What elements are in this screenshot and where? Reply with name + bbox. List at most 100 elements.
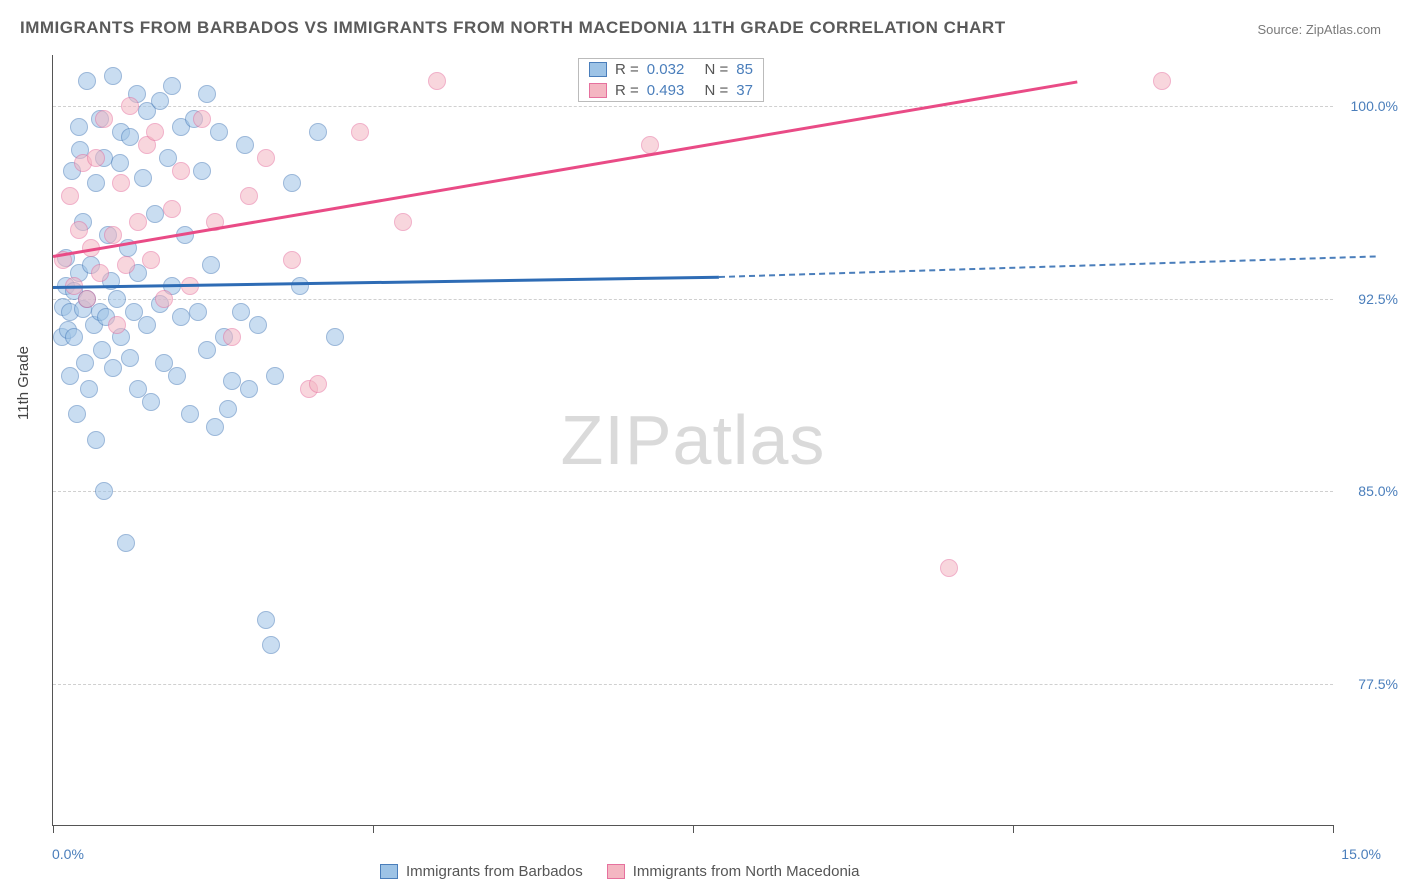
x-tick	[1333, 825, 1334, 833]
data-point-barbados	[163, 77, 181, 95]
x-tick	[1013, 825, 1014, 833]
x-tick	[693, 825, 694, 833]
data-point-north_macedonia	[91, 264, 109, 282]
r-value-macedonia: 0.493	[647, 82, 685, 99]
data-point-barbados	[257, 611, 275, 629]
data-point-barbados	[117, 534, 135, 552]
data-point-barbados	[168, 367, 186, 385]
data-point-barbados	[236, 136, 254, 154]
data-point-barbados	[266, 367, 284, 385]
corr-row-macedonia: R = 0.493 N = 37	[579, 80, 763, 101]
legend-swatch-barbados	[380, 864, 398, 879]
swatch-macedonia	[589, 83, 607, 98]
data-point-north_macedonia	[351, 123, 369, 141]
data-point-barbados	[134, 169, 152, 187]
data-point-barbados	[249, 316, 267, 334]
n-label: N =	[704, 82, 728, 99]
watermark-bold: ZIP	[561, 401, 673, 479]
data-point-barbados	[232, 303, 250, 321]
corr-row-barbados: R = 0.032 N = 85	[579, 59, 763, 80]
data-point-north_macedonia	[87, 149, 105, 167]
data-point-barbados	[87, 431, 105, 449]
data-point-barbados	[93, 341, 111, 359]
legend-swatch-macedonia	[607, 864, 625, 879]
data-point-barbados	[87, 174, 105, 192]
trendline-dashed-barbados	[719, 255, 1376, 278]
data-point-barbados	[262, 636, 280, 654]
data-point-north_macedonia	[108, 316, 126, 334]
trendline-barbados	[53, 276, 719, 289]
data-point-barbados	[138, 316, 156, 334]
data-point-north_macedonia	[163, 200, 181, 218]
data-point-barbados	[111, 154, 129, 172]
data-point-barbados	[198, 341, 216, 359]
data-point-north_macedonia	[309, 375, 327, 393]
data-point-north_macedonia	[112, 174, 130, 192]
data-point-barbados	[172, 308, 190, 326]
data-point-north_macedonia	[155, 290, 173, 308]
legend-label-macedonia: Immigrants from North Macedonia	[633, 863, 860, 880]
data-point-barbados	[142, 393, 160, 411]
data-point-barbados	[219, 400, 237, 418]
data-point-north_macedonia	[78, 290, 96, 308]
data-point-barbados	[70, 118, 88, 136]
data-point-north_macedonia	[394, 213, 412, 231]
data-point-barbados	[291, 277, 309, 295]
x-tick	[373, 825, 374, 833]
data-point-barbados	[210, 123, 228, 141]
data-point-barbados	[146, 205, 164, 223]
data-point-barbados	[309, 123, 327, 141]
data-point-north_macedonia	[257, 149, 275, 167]
plot-area: ZIPatlas R = 0.032 N = 85 R = 0.493 N = …	[52, 55, 1333, 826]
data-point-north_macedonia	[142, 251, 160, 269]
data-point-barbados	[121, 349, 139, 367]
data-point-barbados	[326, 328, 344, 346]
data-point-barbados	[68, 405, 86, 423]
data-point-north_macedonia	[428, 72, 446, 90]
n-value-macedonia: 37	[736, 82, 753, 99]
data-point-barbados	[104, 359, 122, 377]
data-point-barbados	[181, 405, 199, 423]
correlation-legend: R = 0.032 N = 85 R = 0.493 N = 37	[578, 58, 764, 102]
data-point-north_macedonia	[95, 110, 113, 128]
watermark: ZIPatlas	[561, 400, 826, 480]
data-point-barbados	[104, 67, 122, 85]
data-point-north_macedonia	[129, 213, 147, 231]
data-point-barbados	[240, 380, 258, 398]
data-point-barbados	[95, 482, 113, 500]
data-point-barbados	[76, 354, 94, 372]
r-label: R =	[615, 61, 639, 78]
chart-title: IMMIGRANTS FROM BARBADOS VS IMMIGRANTS F…	[20, 18, 1006, 38]
x-axis-min-label: 0.0%	[52, 846, 84, 862]
data-point-barbados	[121, 128, 139, 146]
swatch-barbados	[589, 62, 607, 77]
data-point-barbados	[283, 174, 301, 192]
r-label: R =	[615, 82, 639, 99]
data-point-north_macedonia	[1153, 72, 1171, 90]
x-tick	[53, 825, 54, 833]
data-point-barbados	[78, 72, 96, 90]
data-point-barbados	[80, 380, 98, 398]
n-value-barbados: 85	[736, 61, 753, 78]
data-point-north_macedonia	[193, 110, 211, 128]
gridline	[53, 106, 1333, 107]
data-point-north_macedonia	[121, 97, 139, 115]
y-tick-label: 85.0%	[1358, 483, 1398, 499]
data-point-north_macedonia	[940, 559, 958, 577]
data-point-barbados	[151, 92, 169, 110]
r-value-barbados: 0.032	[647, 61, 685, 78]
data-point-north_macedonia	[104, 226, 122, 244]
gridline	[53, 684, 1333, 685]
source-attribution: Source: ZipAtlas.com	[1257, 22, 1381, 37]
data-point-barbados	[108, 290, 126, 308]
gridline	[53, 299, 1333, 300]
y-tick-label: 92.5%	[1358, 291, 1398, 307]
n-label: N =	[704, 61, 728, 78]
y-axis-label: 11th Grade	[15, 346, 32, 420]
data-point-barbados	[223, 372, 241, 390]
data-point-barbados	[206, 418, 224, 436]
watermark-light: atlas	[673, 401, 826, 479]
data-point-barbados	[202, 256, 220, 274]
data-point-barbados	[61, 367, 79, 385]
data-point-north_macedonia	[172, 162, 190, 180]
